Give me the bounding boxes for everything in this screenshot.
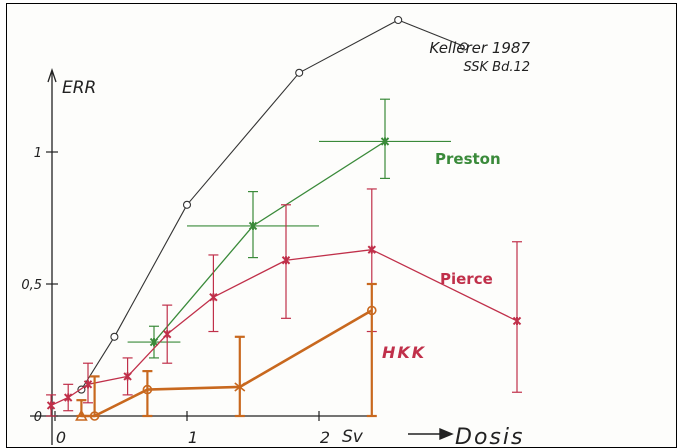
x-tick-label-2: 2 [320, 428, 330, 447]
y-axis-arrow [47, 67, 57, 83]
series-label-pierce: Pierce [440, 270, 493, 288]
errorbar-hkk-4 [366, 282, 377, 418]
x-unit-label: Sv [342, 427, 364, 447]
y-axis-label: ERR [62, 78, 96, 98]
annotation-source: Kellerer 1987 [429, 39, 530, 57]
y-tick-label-0: 0 [34, 410, 42, 425]
point-preston-1 [248, 221, 258, 231]
point-pierce-3 [123, 372, 132, 381]
point-pierce-1 [63, 393, 73, 402]
errorbar-hkk-3 [234, 335, 245, 418]
series-preston [127, 98, 451, 359]
series-kellerer [77, 15, 469, 394]
series-label-preston: Preston [435, 150, 501, 168]
annotation-reference: SSK Bd.12 [463, 60, 530, 75]
point-kellerer-5 [460, 42, 469, 51]
dosis-arrow [408, 427, 454, 441]
x-tick-label-1: 1 [188, 428, 198, 447]
series-hkk [75, 282, 377, 421]
y-tick-label-2: 1 [34, 146, 42, 161]
point-pierce-0 [46, 401, 56, 410]
series-layer [46, 15, 522, 421]
series-line-kellerer [80, 19, 465, 390]
point-pierce-5 [209, 292, 218, 302]
point-pierce-7 [367, 245, 377, 254]
point-pierce-8 [512, 316, 522, 326]
point-kellerer-1 [110, 332, 119, 341]
point-preston-0 [149, 337, 159, 347]
point-kellerer-4 [394, 15, 403, 25]
point-pierce-6 [281, 256, 291, 265]
x-tick-label-0: 0 [56, 428, 66, 447]
point-hkk-1 [89, 411, 100, 421]
point-kellerer-3 [295, 68, 304, 77]
point-pierce-4 [162, 329, 172, 339]
series-line-hkk [81, 309, 373, 418]
series-line-preston [153, 140, 386, 343]
series-pierce [46, 188, 522, 417]
chart-frame [6, 3, 677, 448]
series-label-hkk: HKK [382, 343, 426, 362]
point-hkk-4 [366, 305, 377, 316]
point-kellerer-2 [182, 200, 192, 209]
x-axis-label: Dosis [455, 425, 524, 448]
point-hkk-0 [75, 409, 88, 421]
point-preston-2 [380, 137, 390, 146]
y-tick-label-1: 0,5 [21, 278, 42, 293]
point-hkk-3 [234, 380, 246, 393]
point-hkk-2 [142, 384, 153, 395]
point-pierce-2 [83, 380, 93, 389]
